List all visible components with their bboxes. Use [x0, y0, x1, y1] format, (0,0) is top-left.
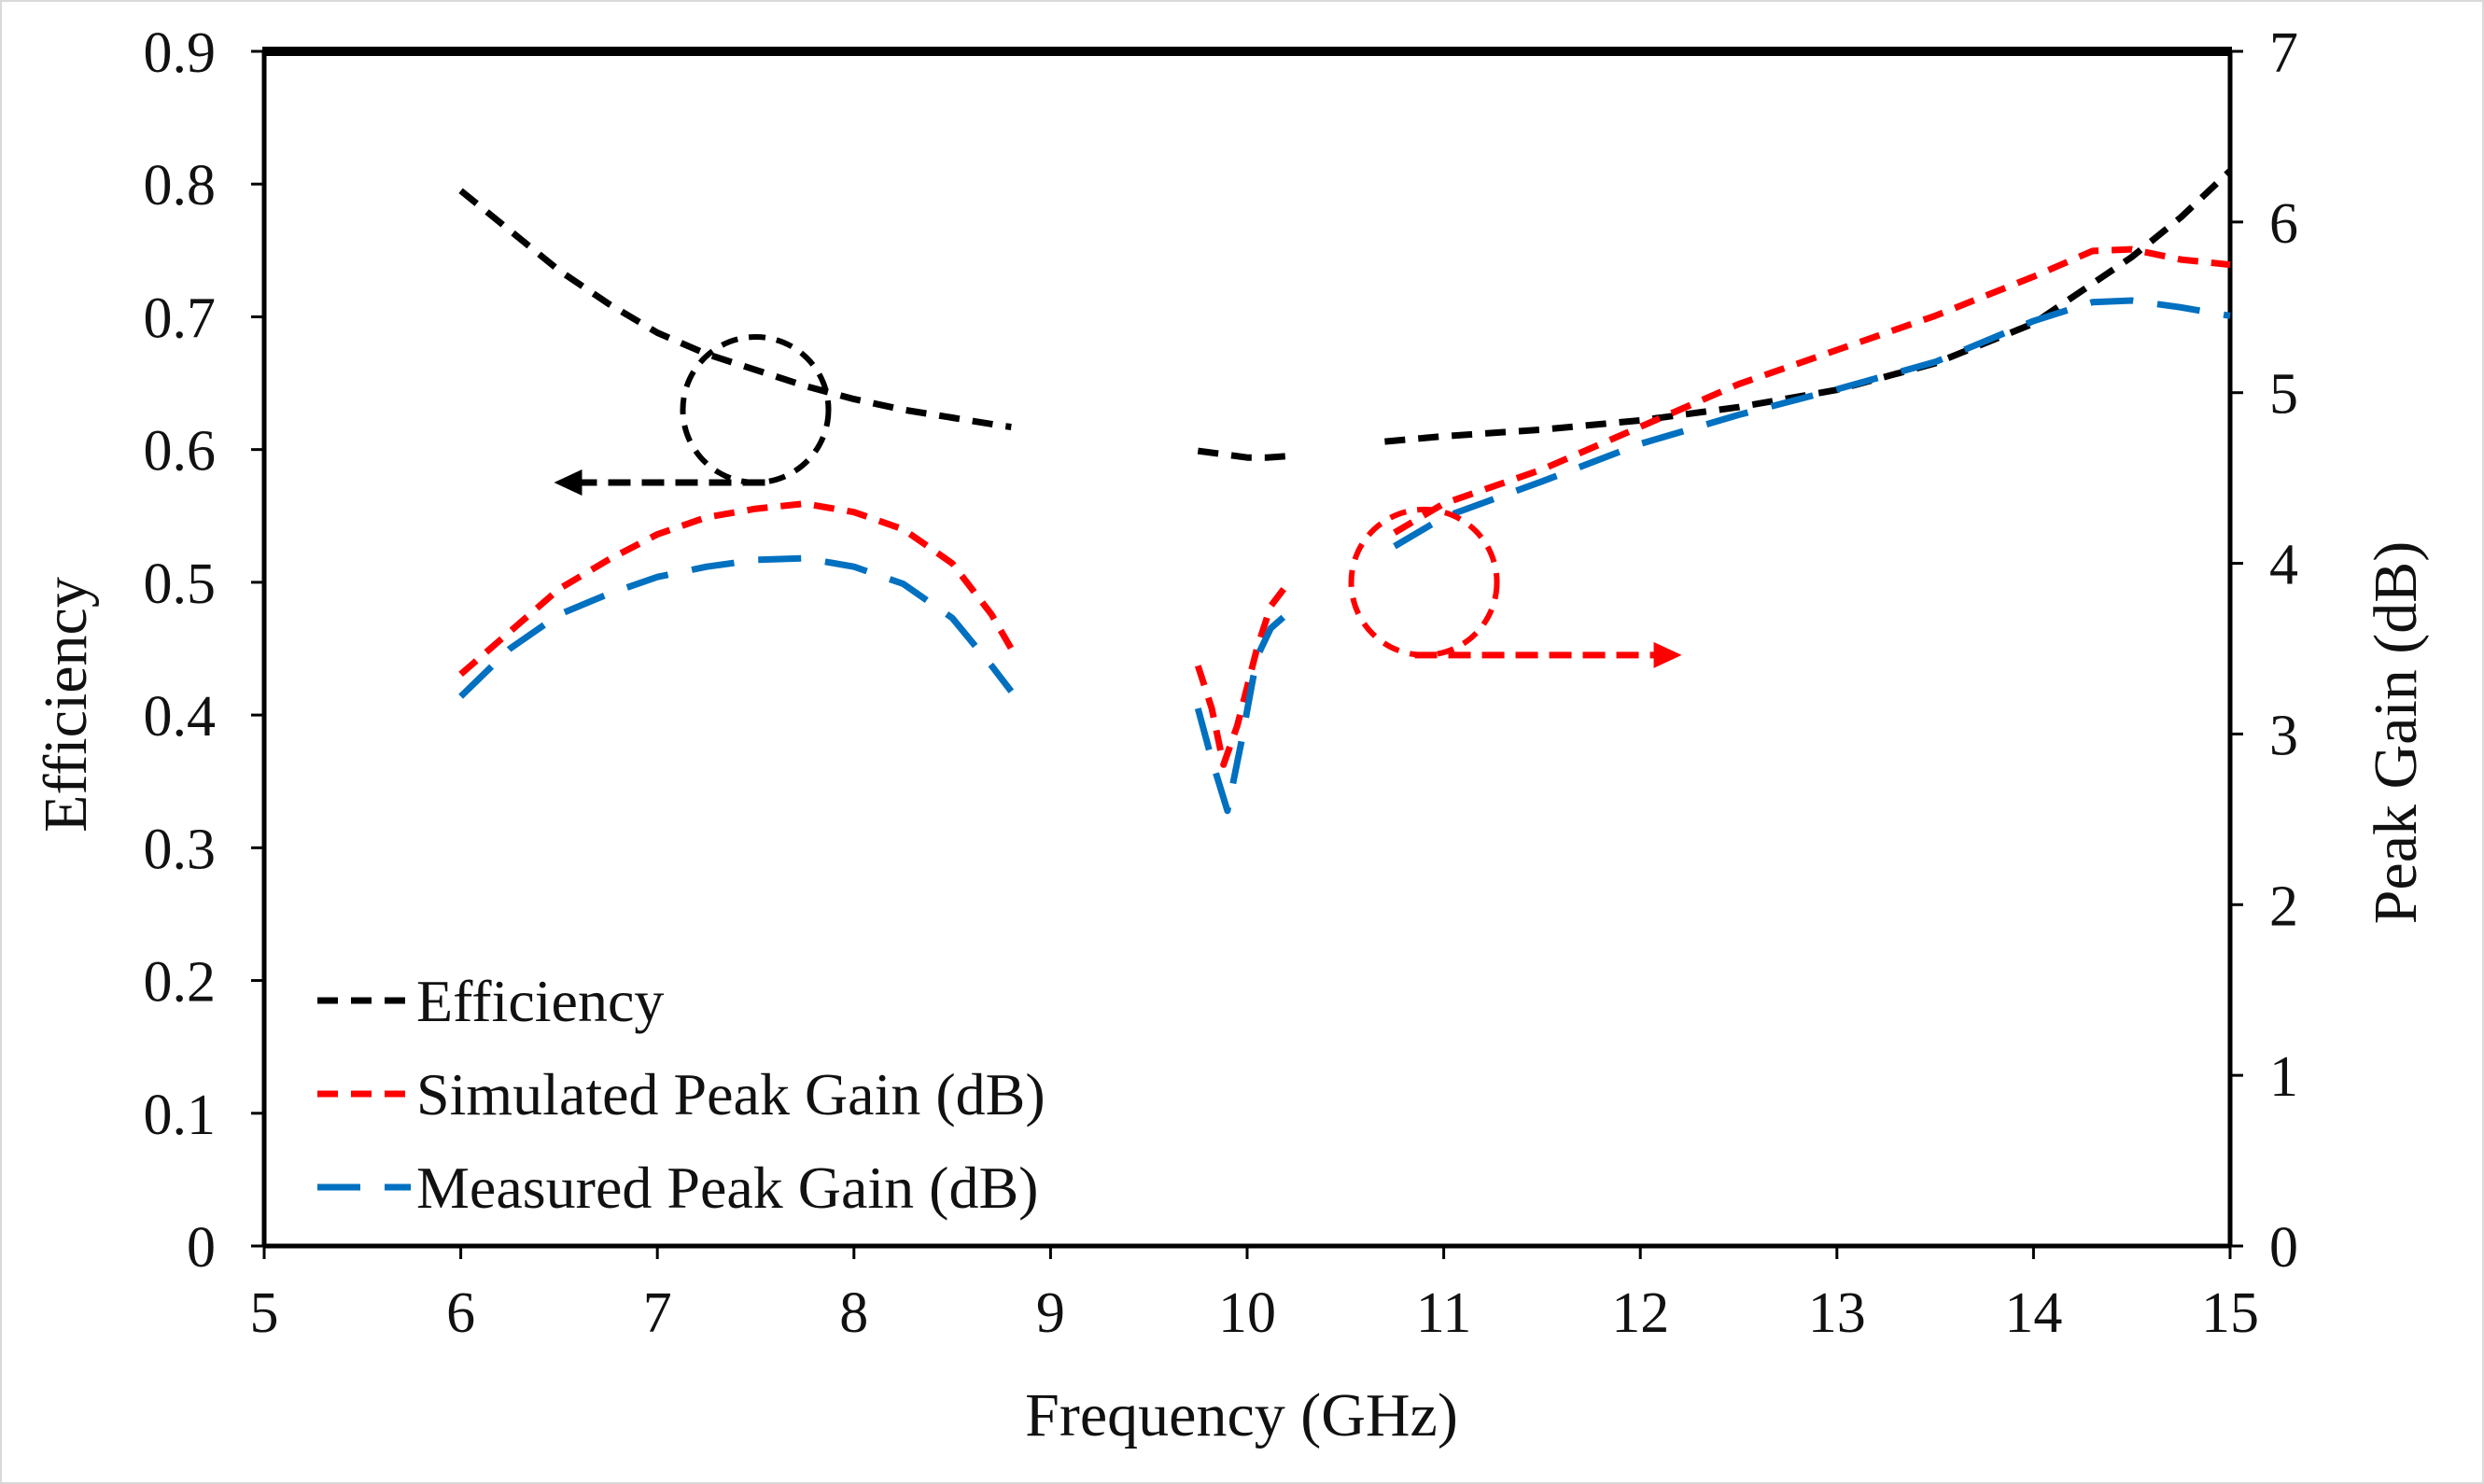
- annotation-circle: [680, 334, 832, 485]
- legend: Efficiency Simulated Peak Gain (dB) Measur…: [317, 968, 1046, 1221]
- y-tick-label: 0.2: [144, 951, 217, 1015]
- y2-tick-label: 7: [2269, 21, 2298, 85]
- y2-tick-label: 3: [2269, 704, 2298, 767]
- x-tick-label: 15: [2201, 1281, 2259, 1345]
- y-tick-label: 0.5: [144, 553, 217, 616]
- annotation-arrow-head: [1653, 641, 1682, 668]
- y-tick-label: 0.3: [144, 818, 217, 881]
- y2-tick-label: 0: [2269, 1216, 2298, 1280]
- y-tick-label: 0.6: [144, 420, 217, 483]
- legend-simulated-peak-gain-db-label: Simulated Peak Gain (dB): [416, 1061, 1046, 1127]
- x-axis-title: Frequency (GHz): [1025, 1381, 1458, 1449]
- x-tick-label: 7: [643, 1281, 672, 1345]
- x-tick-label: 6: [446, 1281, 475, 1345]
- x-tick-label: 5: [250, 1281, 279, 1345]
- series-efficiency-line: [1384, 168, 2233, 445]
- series-simulated-peak-gain-db-line: [458, 500, 1015, 678]
- series-simulated-peak-gain-db-line: [1393, 245, 2231, 536]
- series-simulated-peak-gain-db-line: [1194, 583, 1289, 768]
- x-tick-label: 11: [1416, 1281, 1472, 1345]
- x-tick-label: 12: [1611, 1281, 1669, 1345]
- series-efficiency-line: [1197, 447, 1287, 461]
- x-tick-label: 14: [2004, 1281, 2062, 1345]
- x-tick-label: 10: [1218, 1281, 1276, 1345]
- y-tick-label: 0.7: [144, 287, 217, 350]
- annotations: [554, 334, 1682, 668]
- y2-tick-label: 2: [2269, 875, 2298, 938]
- y-tick-label: 0.8: [144, 154, 217, 217]
- y-tick-label: 0.1: [144, 1084, 217, 1147]
- y2-axis-title: Peak Gain (dB): [2362, 541, 2430, 925]
- x-tick-label: 9: [1036, 1281, 1065, 1345]
- y2-tick-label: 4: [2269, 534, 2298, 597]
- series-lines: [458, 168, 2233, 815]
- y2-tick-label: 1: [2269, 1045, 2298, 1109]
- y-tick-label: 0.9: [144, 21, 217, 85]
- series-efficiency-line: [458, 188, 1012, 430]
- y-axis-title: Efficiency: [32, 577, 100, 833]
- y2-tick-label: 6: [2269, 192, 2298, 256]
- y2-tick-label: 5: [2269, 363, 2298, 427]
- legend-measured-peak-gain-db-label: Measured Peak Gain (dB): [416, 1155, 1038, 1221]
- y-tick-label: 0.4: [144, 685, 217, 749]
- series-measured-peak-gain-db-line: [458, 554, 1015, 699]
- annotation-arrow-head: [554, 469, 582, 496]
- x-tick-label: 8: [839, 1281, 868, 1345]
- y-tick-label: 0: [187, 1216, 216, 1280]
- tick-labels: 5 6 7 8 9 10 11 12 13 14 1500.10.20.30.40.50.60.70…: [144, 21, 2299, 1345]
- legend-efficiency-label: Efficiency: [416, 968, 664, 1034]
- series-measured-peak-gain-db-line: [1393, 297, 2231, 550]
- x-tick-label: 13: [1808, 1281, 1866, 1345]
- series-measured-peak-gain-db-line: [1194, 611, 1289, 815]
